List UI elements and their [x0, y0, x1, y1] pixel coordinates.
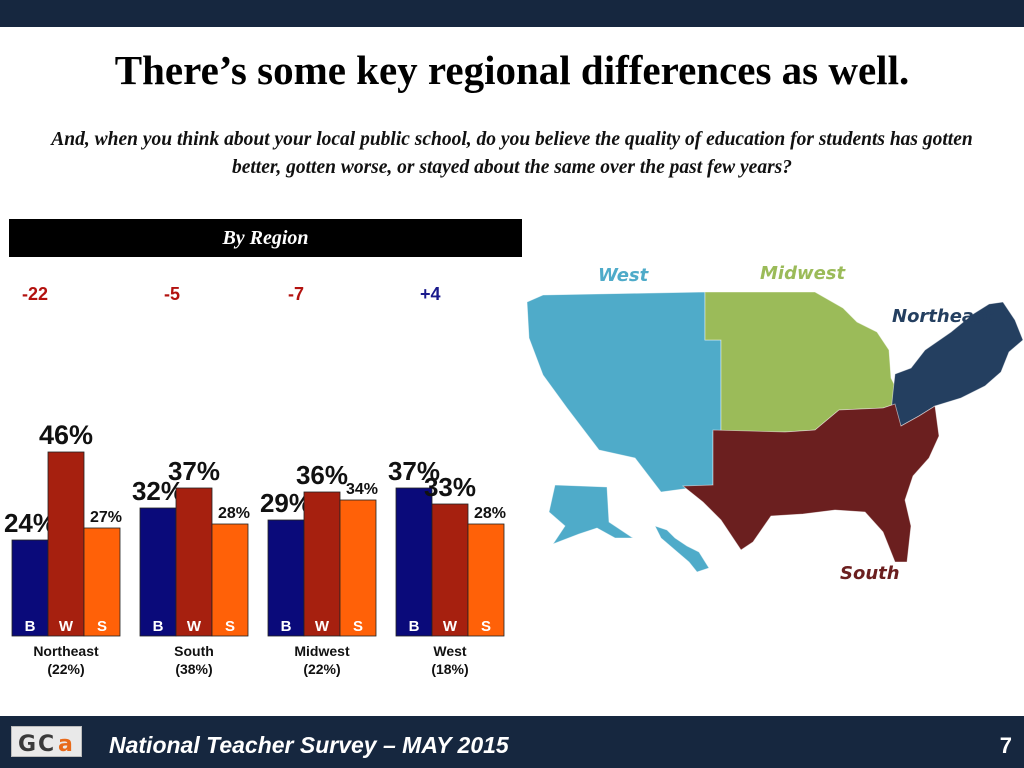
bar-series-letter: B: [25, 618, 36, 635]
footer-survey-title: National Teacher Survey – MAY 2015: [109, 732, 509, 758]
bar: [11, 539, 49, 637]
bar-series-letter: S: [225, 618, 235, 635]
map-label-south: South: [840, 563, 900, 584]
data-label: 37%: [388, 456, 440, 486]
bar: [211, 523, 249, 637]
bar-series-letter: S: [353, 618, 363, 635]
bar-series-letter: S: [97, 618, 107, 635]
bar-series-letter: B: [281, 618, 292, 635]
page-number: 7: [999, 733, 1012, 758]
bar-series-letter: W: [187, 618, 202, 635]
map-region-alaska: [548, 484, 635, 545]
category-label: Midwest: [294, 643, 350, 659]
svg-text:a: a: [58, 732, 73, 757]
diff-label: -5: [164, 284, 180, 304]
top-bar: [0, 0, 1024, 27]
bar-series-letter: W: [59, 618, 74, 635]
bar-series-letter: S: [481, 618, 491, 635]
category-label: West: [433, 643, 467, 659]
category-share-label: (38%): [175, 661, 212, 677]
data-label: 33%: [424, 472, 476, 502]
svg-text:C: C: [38, 732, 54, 757]
category-label: South: [174, 643, 214, 659]
bar-series-letter: W: [443, 618, 458, 635]
gca-logo: G C a: [11, 726, 82, 757]
bar: [303, 491, 341, 637]
us-region-map: [526, 291, 1024, 573]
bar: [395, 487, 433, 637]
bar: [467, 523, 505, 637]
survey-question: And, when you think about your local pub…: [51, 129, 973, 178]
bar: [267, 519, 305, 637]
data-label: 46%: [39, 420, 93, 450]
data-label: 28%: [218, 505, 250, 522]
data-label: 24%: [4, 508, 56, 538]
region-bar-chart: -22 B 24% W 46% S 27% Northeast (22%) -5 B 32% W 37% S…: [4, 284, 506, 677]
slide-title: There’s some key regional differences as…: [114, 47, 910, 93]
data-label: 29%: [260, 488, 312, 518]
diff-label: +4: [420, 284, 441, 304]
category-share-label: (22%): [47, 661, 84, 677]
data-label: 36%: [296, 460, 348, 490]
bar-series-letter: B: [409, 618, 420, 635]
data-label: 37%: [168, 456, 220, 486]
data-label: 27%: [90, 509, 122, 526]
map-label-west: West: [598, 265, 649, 286]
svg-text:G: G: [18, 732, 36, 757]
map-region-south: [681, 403, 940, 563]
map-region-hawaii: [654, 525, 710, 573]
bar-series-letter: W: [315, 618, 330, 635]
category-label: Northeast: [33, 643, 99, 659]
data-label: 34%: [346, 481, 378, 498]
diff-label: -7: [288, 284, 304, 304]
map-label-midwest: Midwest: [760, 263, 846, 284]
bar: [431, 503, 469, 637]
data-label: 28%: [474, 505, 506, 522]
bar: [139, 507, 177, 637]
by-region-header: By Region: [9, 219, 522, 257]
diff-label: -22: [22, 284, 48, 304]
bar-series-letter: B: [153, 618, 164, 635]
bar: [47, 451, 85, 637]
map-region-west: [526, 291, 722, 493]
category-share-label: (22%): [303, 661, 340, 677]
category-share-label: (18%): [431, 661, 468, 677]
bar: [339, 499, 377, 637]
footer-bar: G C a National Teacher Survey – MAY 2015…: [0, 716, 1024, 768]
bar: [83, 527, 121, 637]
data-label: 32%: [132, 476, 184, 506]
bar: [175, 487, 213, 637]
map-label-northeast: Northeast: [892, 306, 994, 327]
